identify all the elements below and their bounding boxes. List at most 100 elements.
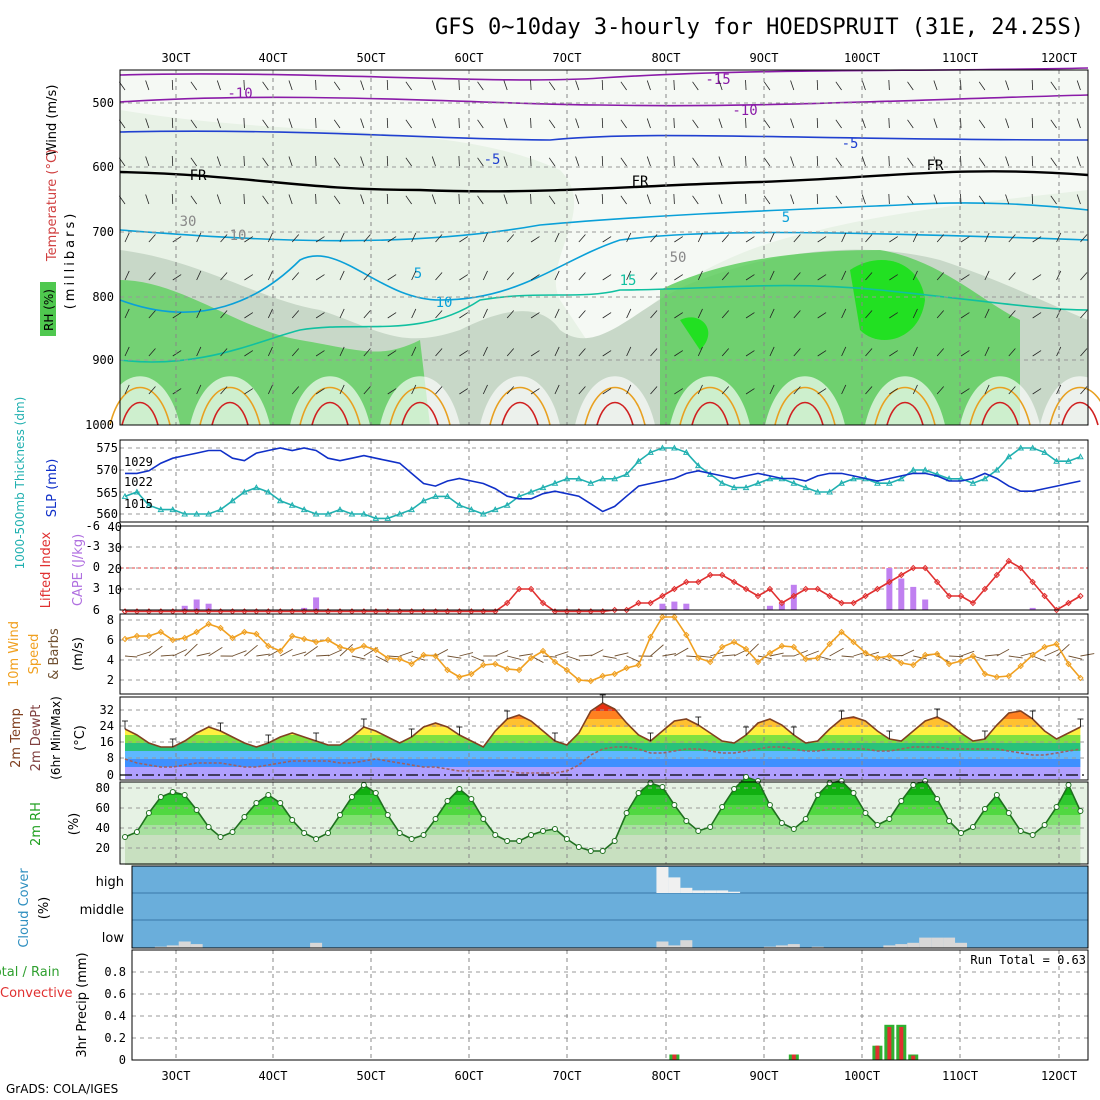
date-label-top: 6OCT	[455, 51, 484, 65]
wind10-speed-line-point	[492, 660, 499, 668]
rh2m-line-point	[814, 792, 821, 798]
isotherm-label: 10	[230, 228, 247, 244]
rh-dry-hump	[480, 376, 560, 425]
wind-barb	[145, 80, 150, 91]
wind10-speed-line-point	[169, 636, 176, 644]
cloud-high-bar	[728, 891, 741, 893]
isotherm-label: FR	[927, 158, 944, 174]
isotherm	[119, 284, 1089, 363]
thickness-line-point	[671, 444, 678, 451]
wind10-barb	[280, 648, 293, 657]
rh2m-panel-frame	[119, 781, 1089, 865]
wind-barb	[816, 117, 819, 129]
wind10-tick-label: 8	[107, 613, 114, 627]
wind-barb	[960, 350, 970, 357]
wind-barb	[620, 119, 627, 129]
date-label-top: 5OCT	[357, 51, 386, 65]
wind-barb	[431, 80, 436, 91]
wind-barb	[912, 308, 918, 319]
wind10-speed-line-point	[1017, 662, 1024, 670]
cape-bar	[683, 603, 690, 610]
thickness-line-point	[1065, 457, 1072, 464]
wind-barb	[960, 388, 970, 395]
thickness-line-point	[1029, 444, 1037, 451]
cape-bar	[922, 599, 929, 610]
wind-barb	[482, 384, 488, 395]
cape-bar	[790, 584, 797, 610]
rh2m-line-point	[133, 829, 140, 835]
precip-tick-label: 0.2	[104, 1031, 126, 1045]
wind-barb	[1032, 274, 1042, 281]
rh2m-line-point	[659, 784, 666, 790]
wind-barb	[889, 388, 898, 395]
lifted-index-line-point	[981, 585, 989, 593]
rh2m-line-point	[157, 794, 164, 800]
thickness-line-point	[217, 506, 224, 513]
wind-barb	[912, 232, 918, 243]
ylabel-wind10: 10m Wind	[7, 621, 22, 687]
rh-high-region	[660, 250, 1020, 425]
wind-barb	[1008, 310, 1016, 319]
wind-barb	[907, 157, 914, 167]
wind-barb	[339, 232, 345, 243]
rh2m-line-point	[229, 829, 236, 835]
thickness-line-point	[766, 475, 774, 482]
wind-barb	[530, 350, 540, 357]
lifted-index-line-point	[730, 578, 738, 586]
wind-barb	[936, 272, 944, 281]
wind-barb	[793, 310, 801, 319]
wind-barb	[1076, 80, 1081, 91]
wind-barb	[267, 346, 273, 357]
wind-barb	[841, 232, 847, 243]
wind-barb	[718, 156, 723, 167]
rh-dry-hump	[190, 376, 270, 425]
wind-barb	[674, 236, 683, 243]
lifted-index-line-point	[838, 599, 845, 607]
thickness-line-point	[408, 506, 415, 513]
wind-barb	[650, 386, 658, 395]
isotherm-25	[691, 401, 729, 426]
wind-barb	[530, 155, 532, 167]
rh2m-line-point	[766, 802, 773, 808]
rh2m-line-point	[922, 778, 929, 784]
rh2m-line-point	[181, 792, 188, 798]
wind-barb	[907, 195, 914, 205]
wind-barb	[912, 346, 918, 357]
wind-barb	[459, 388, 469, 395]
wind-barb	[435, 272, 443, 281]
wind-barb	[745, 79, 747, 91]
wind-barb	[124, 384, 130, 395]
wind-barb	[554, 384, 560, 395]
cloud-high-bar	[704, 890, 717, 893]
wind10-speed-line-point	[384, 654, 391, 662]
wind-barb	[578, 386, 586, 395]
wind-barb	[865, 234, 873, 243]
wind-barb	[978, 157, 986, 167]
rh2m-line-point	[336, 812, 343, 818]
wind-barb	[363, 272, 371, 281]
wind-barb	[817, 350, 827, 357]
wind-barb	[817, 388, 827, 395]
ylabel-minmax: (6hr Min/Max)	[49, 696, 63, 780]
rh2m-line-point	[504, 838, 511, 844]
lifted-index-line-point	[1005, 557, 1012, 565]
rh2m-line-point	[993, 792, 1000, 798]
wind-barb	[960, 274, 970, 281]
rh-dry-region	[120, 70, 1088, 360]
wind-barb	[673, 155, 675, 167]
thickness-line-point	[611, 475, 619, 482]
wind10-barb	[1032, 655, 1046, 662]
wind-barb	[196, 346, 202, 357]
thickness-line-point	[1077, 453, 1084, 460]
thickness-tick-label: 565	[96, 486, 118, 500]
thickness-line-point	[456, 501, 463, 508]
wind-barb	[575, 118, 580, 129]
wind-barb	[503, 80, 508, 91]
wind-barb	[816, 193, 819, 205]
wind10-speed-line-point	[205, 620, 212, 628]
wind10-speed-line-point	[886, 652, 893, 660]
wind10-speed-line-point	[503, 665, 511, 673]
precip-conv-bar	[875, 1045, 880, 1060]
thickness-line-point	[886, 479, 893, 486]
wind-barb	[907, 119, 914, 129]
